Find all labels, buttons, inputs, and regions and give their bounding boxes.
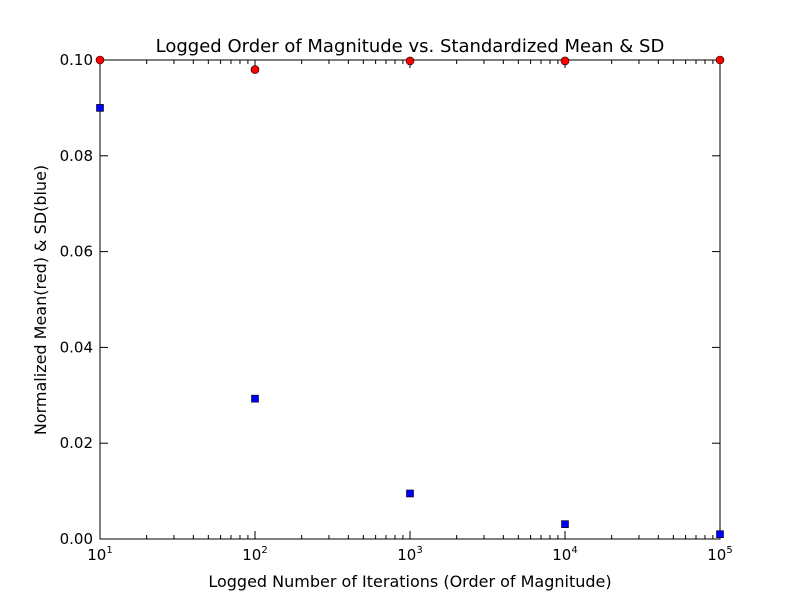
x-tick-label-base: 10 <box>552 546 571 564</box>
sd-point <box>251 394 259 403</box>
plot-frame <box>99 59 721 540</box>
x-tick-label: 104 <box>552 545 577 564</box>
y-axis-label: Normalized Mean(red) & SD(blue) <box>31 165 50 435</box>
mean-point <box>95 55 105 65</box>
x-tick-label-base: 10 <box>397 546 416 564</box>
y-tick-label: 0.00 <box>60 530 93 548</box>
x-tick-label-base: 10 <box>87 546 106 564</box>
y-tick-label: 0.10 <box>60 51 93 69</box>
sd-point <box>561 520 569 528</box>
x-axis-label: Logged Number of Iterations (Order of Ma… <box>208 572 611 591</box>
x-tick-label: 103 <box>397 545 422 564</box>
chart-title: Logged Order of Magnitude vs. Standardiz… <box>156 36 665 57</box>
x-tick-label-exponent: 5 <box>726 545 732 556</box>
sd-point <box>716 530 724 539</box>
mean-point <box>405 56 415 66</box>
x-tick-label: 102 <box>242 545 267 564</box>
mean-point <box>250 65 260 74</box>
x-tick-label: 105 <box>707 545 732 564</box>
x-tick-label-base: 10 <box>707 546 726 564</box>
y-tick-label: 0.06 <box>60 243 93 261</box>
y-tick-label: 0.08 <box>60 147 93 165</box>
sd-point <box>96 104 104 112</box>
sd-point <box>406 489 414 498</box>
x-tick-label-exponent: 4 <box>571 545 577 556</box>
x-tick-label-exponent: 1 <box>106 545 112 556</box>
mean-point <box>715 55 725 65</box>
x-tick-label-exponent: 2 <box>261 545 267 556</box>
x-tick-label: 101 <box>87 545 112 564</box>
y-tick-label: 0.02 <box>60 434 93 452</box>
mean-point <box>560 56 570 66</box>
x-tick-label-base: 10 <box>242 546 261 564</box>
x-tick-label-exponent: 3 <box>416 545 422 556</box>
y-tick-label: 0.04 <box>60 338 93 356</box>
